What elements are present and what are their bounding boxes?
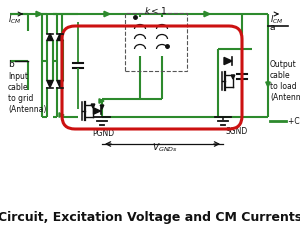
Polygon shape xyxy=(104,12,110,18)
Text: +CM path: +CM path xyxy=(288,117,300,126)
Polygon shape xyxy=(99,99,104,104)
Polygon shape xyxy=(57,34,63,41)
Polygon shape xyxy=(224,58,232,65)
Text: Input
cable
to grid
(Antenna): Input cable to grid (Antenna) xyxy=(8,72,46,114)
Polygon shape xyxy=(36,12,42,18)
Text: b: b xyxy=(8,60,14,69)
Polygon shape xyxy=(94,108,100,115)
Polygon shape xyxy=(100,106,104,109)
Text: PGND: PGND xyxy=(92,129,114,138)
Text: SGND: SGND xyxy=(226,127,248,136)
Polygon shape xyxy=(266,83,270,88)
Polygon shape xyxy=(47,34,53,41)
Text: a: a xyxy=(270,22,275,31)
Polygon shape xyxy=(57,81,63,88)
Polygon shape xyxy=(47,81,53,88)
Polygon shape xyxy=(91,105,95,109)
Bar xyxy=(125,14,187,72)
Text: Circuit, Excitation Voltage and CM Currents: Circuit, Excitation Voltage and CM Curre… xyxy=(0,211,300,224)
Text: $k < 1$: $k < 1$ xyxy=(144,4,168,15)
Text: $I_{CM}$: $I_{CM}$ xyxy=(8,13,22,25)
Polygon shape xyxy=(231,76,235,80)
Polygon shape xyxy=(204,12,210,18)
Text: Output
cable
to load
(Antenna): Output cable to load (Antenna) xyxy=(270,60,300,102)
Text: $V_{GNDs}$: $V_{GNDs}$ xyxy=(152,141,178,154)
Polygon shape xyxy=(59,113,64,118)
Text: $I_{CM}$: $I_{CM}$ xyxy=(270,13,284,25)
